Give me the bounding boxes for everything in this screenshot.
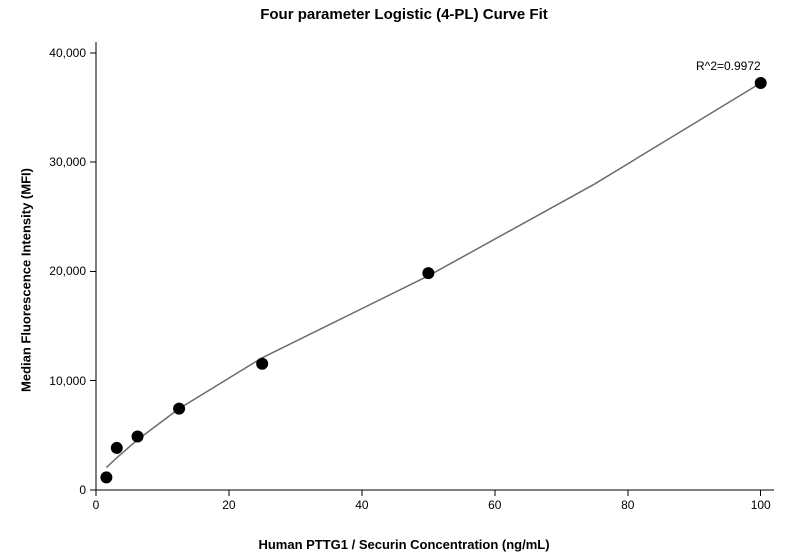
data-point	[755, 77, 767, 89]
x-ticks-group	[96, 490, 761, 496]
x-tick-label: 0	[93, 498, 100, 512]
y-tick-label: 0	[79, 483, 86, 497]
y-tick-label: 40,000	[49, 46, 86, 60]
x-axis-label: Human PTTG1 / Securin Concentration (ng/…	[0, 537, 808, 552]
x-tick-label: 40	[355, 498, 368, 512]
x-tick-label: 60	[488, 498, 501, 512]
data-point	[256, 358, 268, 370]
r-squared-annotation: R^2=0.9972	[696, 59, 761, 73]
y-tick-label: 10,000	[49, 374, 86, 388]
chart-title: Four parameter Logistic (4-PL) Curve Fit	[0, 6, 808, 23]
plot-area	[96, 42, 774, 490]
data-point	[422, 267, 434, 279]
data-point	[111, 442, 123, 454]
axes-group	[96, 42, 774, 490]
data-point	[132, 430, 144, 442]
x-tick-label: 20	[222, 498, 235, 512]
data-point	[173, 403, 185, 415]
y-tick-label: 20,000	[49, 264, 86, 278]
scatter-points	[100, 77, 766, 483]
data-point	[100, 471, 112, 483]
y-tick-label: 30,000	[49, 155, 86, 169]
x-tick-label: 100	[751, 498, 771, 512]
y-ticks-group	[90, 53, 96, 490]
x-tick-label: 80	[621, 498, 634, 512]
y-axis-label: Median Fluorescence Intensity (MFI)	[18, 168, 33, 392]
chart-container: Four parameter Logistic (4-PL) Curve Fit…	[0, 0, 808, 560]
